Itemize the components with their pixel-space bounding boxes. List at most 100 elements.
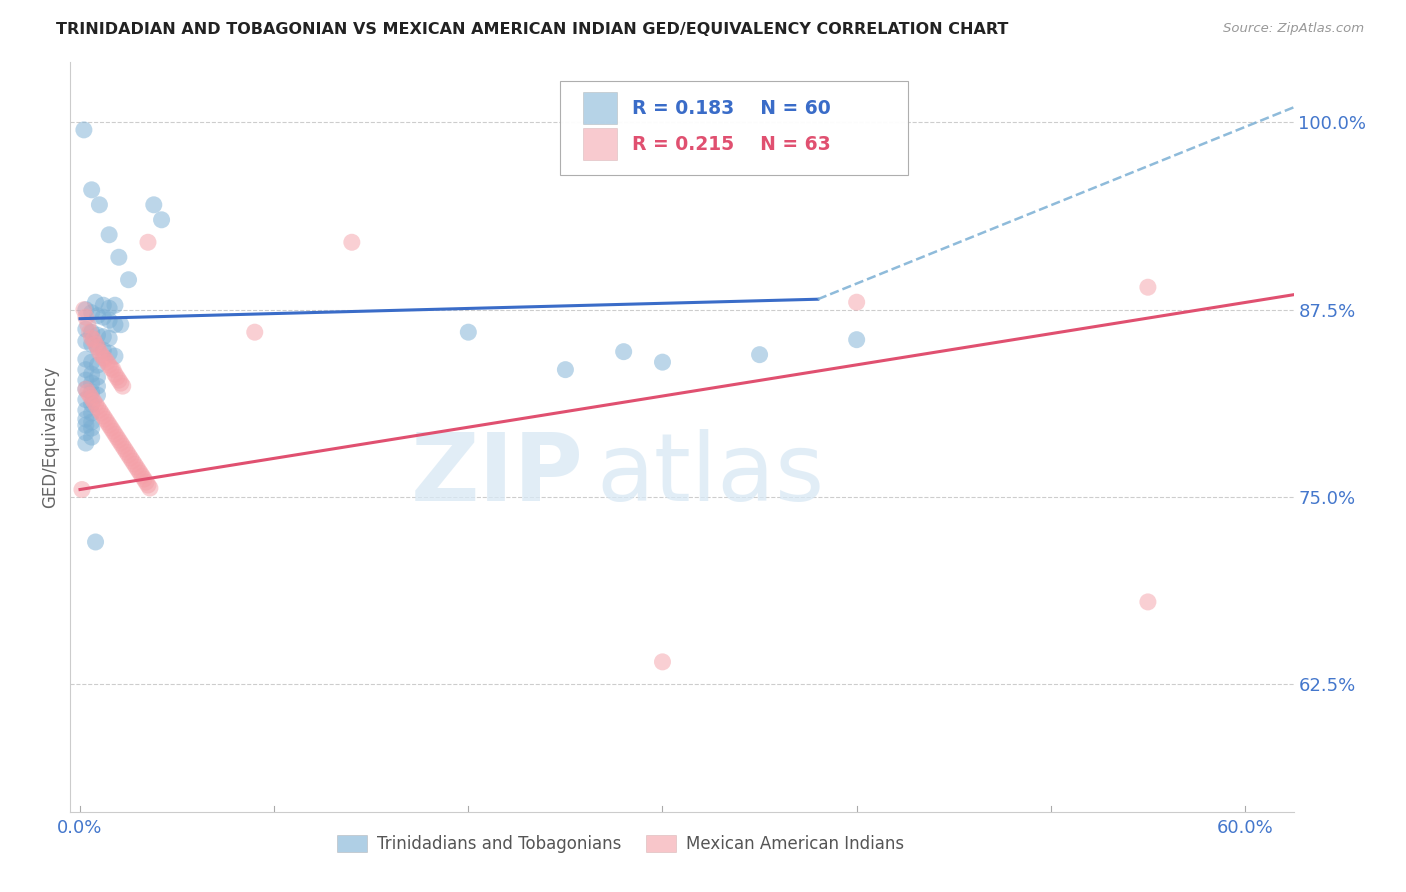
Text: atlas: atlas xyxy=(596,428,824,521)
Text: 0.0%: 0.0% xyxy=(58,819,103,838)
Text: ZIP: ZIP xyxy=(411,428,583,521)
Point xyxy=(84,397,107,411)
Point xyxy=(80,183,103,197)
Point xyxy=(105,370,128,384)
Point xyxy=(110,436,132,450)
Point xyxy=(86,340,108,354)
Point xyxy=(75,418,97,433)
Point xyxy=(86,328,108,343)
Point xyxy=(117,448,139,462)
Point xyxy=(86,379,108,393)
Point xyxy=(129,466,152,480)
Point xyxy=(100,361,122,376)
Point xyxy=(86,370,108,384)
Point xyxy=(131,469,153,483)
Point xyxy=(98,418,121,433)
Point xyxy=(748,348,770,362)
Point xyxy=(80,406,103,420)
Point xyxy=(91,298,114,312)
Point xyxy=(114,442,136,456)
Point xyxy=(142,198,165,212)
Point xyxy=(89,403,111,417)
Point xyxy=(89,344,111,359)
Point xyxy=(124,457,146,471)
Point xyxy=(80,325,103,339)
Point xyxy=(117,273,139,287)
Point xyxy=(84,337,107,351)
Point xyxy=(91,310,114,325)
Point xyxy=(83,394,105,409)
Point xyxy=(554,362,576,376)
Point xyxy=(80,430,103,444)
Point xyxy=(651,355,673,369)
Point xyxy=(98,301,121,316)
Point xyxy=(75,382,97,396)
Point xyxy=(98,227,121,242)
Point xyxy=(75,392,97,407)
Point xyxy=(75,382,97,396)
Point xyxy=(457,325,479,339)
Point xyxy=(111,439,134,453)
Bar xyxy=(583,93,617,124)
Point xyxy=(75,436,97,450)
Point xyxy=(80,385,103,400)
Point xyxy=(75,310,97,325)
Point xyxy=(651,655,673,669)
Point xyxy=(150,212,173,227)
Point xyxy=(101,424,124,438)
Point xyxy=(91,329,114,343)
Point xyxy=(73,123,96,137)
Point xyxy=(80,306,103,320)
Point xyxy=(101,362,124,376)
Point xyxy=(98,313,121,327)
Point xyxy=(80,337,103,351)
Point xyxy=(86,340,108,354)
Point xyxy=(91,409,114,423)
Point xyxy=(1136,280,1159,294)
Point xyxy=(127,463,149,477)
Point xyxy=(115,445,138,459)
Point xyxy=(100,421,122,435)
Point xyxy=(80,415,103,429)
Point xyxy=(73,302,96,317)
Point xyxy=(845,295,868,310)
Point xyxy=(86,400,108,414)
Point xyxy=(75,425,97,440)
Point xyxy=(104,298,127,312)
Point xyxy=(98,331,121,345)
Point xyxy=(91,351,114,365)
Point xyxy=(105,430,128,444)
Point xyxy=(120,451,142,466)
Point xyxy=(132,472,155,486)
Point xyxy=(89,198,111,212)
Point xyxy=(76,318,98,332)
Point xyxy=(75,362,97,376)
Text: TRINIDADIAN AND TOBAGONIAN VS MEXICAN AMERICAN INDIAN GED/EQUIVALENCY CORRELATIO: TRINIDADIAN AND TOBAGONIAN VS MEXICAN AM… xyxy=(56,22,1008,37)
Point xyxy=(340,235,363,250)
Point xyxy=(613,344,636,359)
Point xyxy=(104,367,127,381)
Point xyxy=(86,358,108,372)
Point xyxy=(108,433,131,447)
Point xyxy=(139,481,162,495)
Point xyxy=(104,427,127,442)
Point xyxy=(80,391,103,405)
Point xyxy=(1136,595,1159,609)
Text: R = 0.215    N = 63: R = 0.215 N = 63 xyxy=(631,135,831,153)
Point xyxy=(98,358,121,372)
Text: R = 0.183    N = 60: R = 0.183 N = 60 xyxy=(631,99,831,118)
Point xyxy=(75,403,97,417)
Point xyxy=(104,349,127,363)
Point xyxy=(84,535,107,549)
Point xyxy=(75,334,97,348)
Point xyxy=(83,333,105,347)
Text: 60.0%: 60.0% xyxy=(1216,819,1274,838)
Legend: Trinidadians and Tobagonians, Mexican American Indians: Trinidadians and Tobagonians, Mexican Am… xyxy=(330,828,911,860)
Point xyxy=(75,302,97,317)
Point xyxy=(75,352,97,367)
Point xyxy=(108,373,131,387)
Y-axis label: GED/Equivalency: GED/Equivalency xyxy=(41,366,59,508)
Point xyxy=(80,376,103,391)
Point xyxy=(79,325,101,339)
Point xyxy=(80,421,103,435)
